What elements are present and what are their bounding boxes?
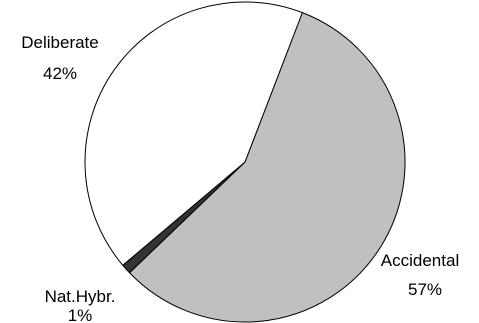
- slice-label-accidental: Accidental: [381, 251, 459, 270]
- slice-label-deliberate: Deliberate: [21, 33, 99, 52]
- slice-value-nat-hybr: 1%: [68, 306, 93, 323]
- slice-value-deliberate: 42%: [43, 64, 77, 83]
- slice-label-nat-hybr: Nat.Hybr.: [45, 287, 116, 306]
- pie-slice-accidental: [129, 12, 406, 323]
- slice-value-accidental: 57%: [408, 280, 442, 299]
- pie-slice-deliberate: [84, 1, 303, 266]
- pie-slices: [84, 1, 406, 323]
